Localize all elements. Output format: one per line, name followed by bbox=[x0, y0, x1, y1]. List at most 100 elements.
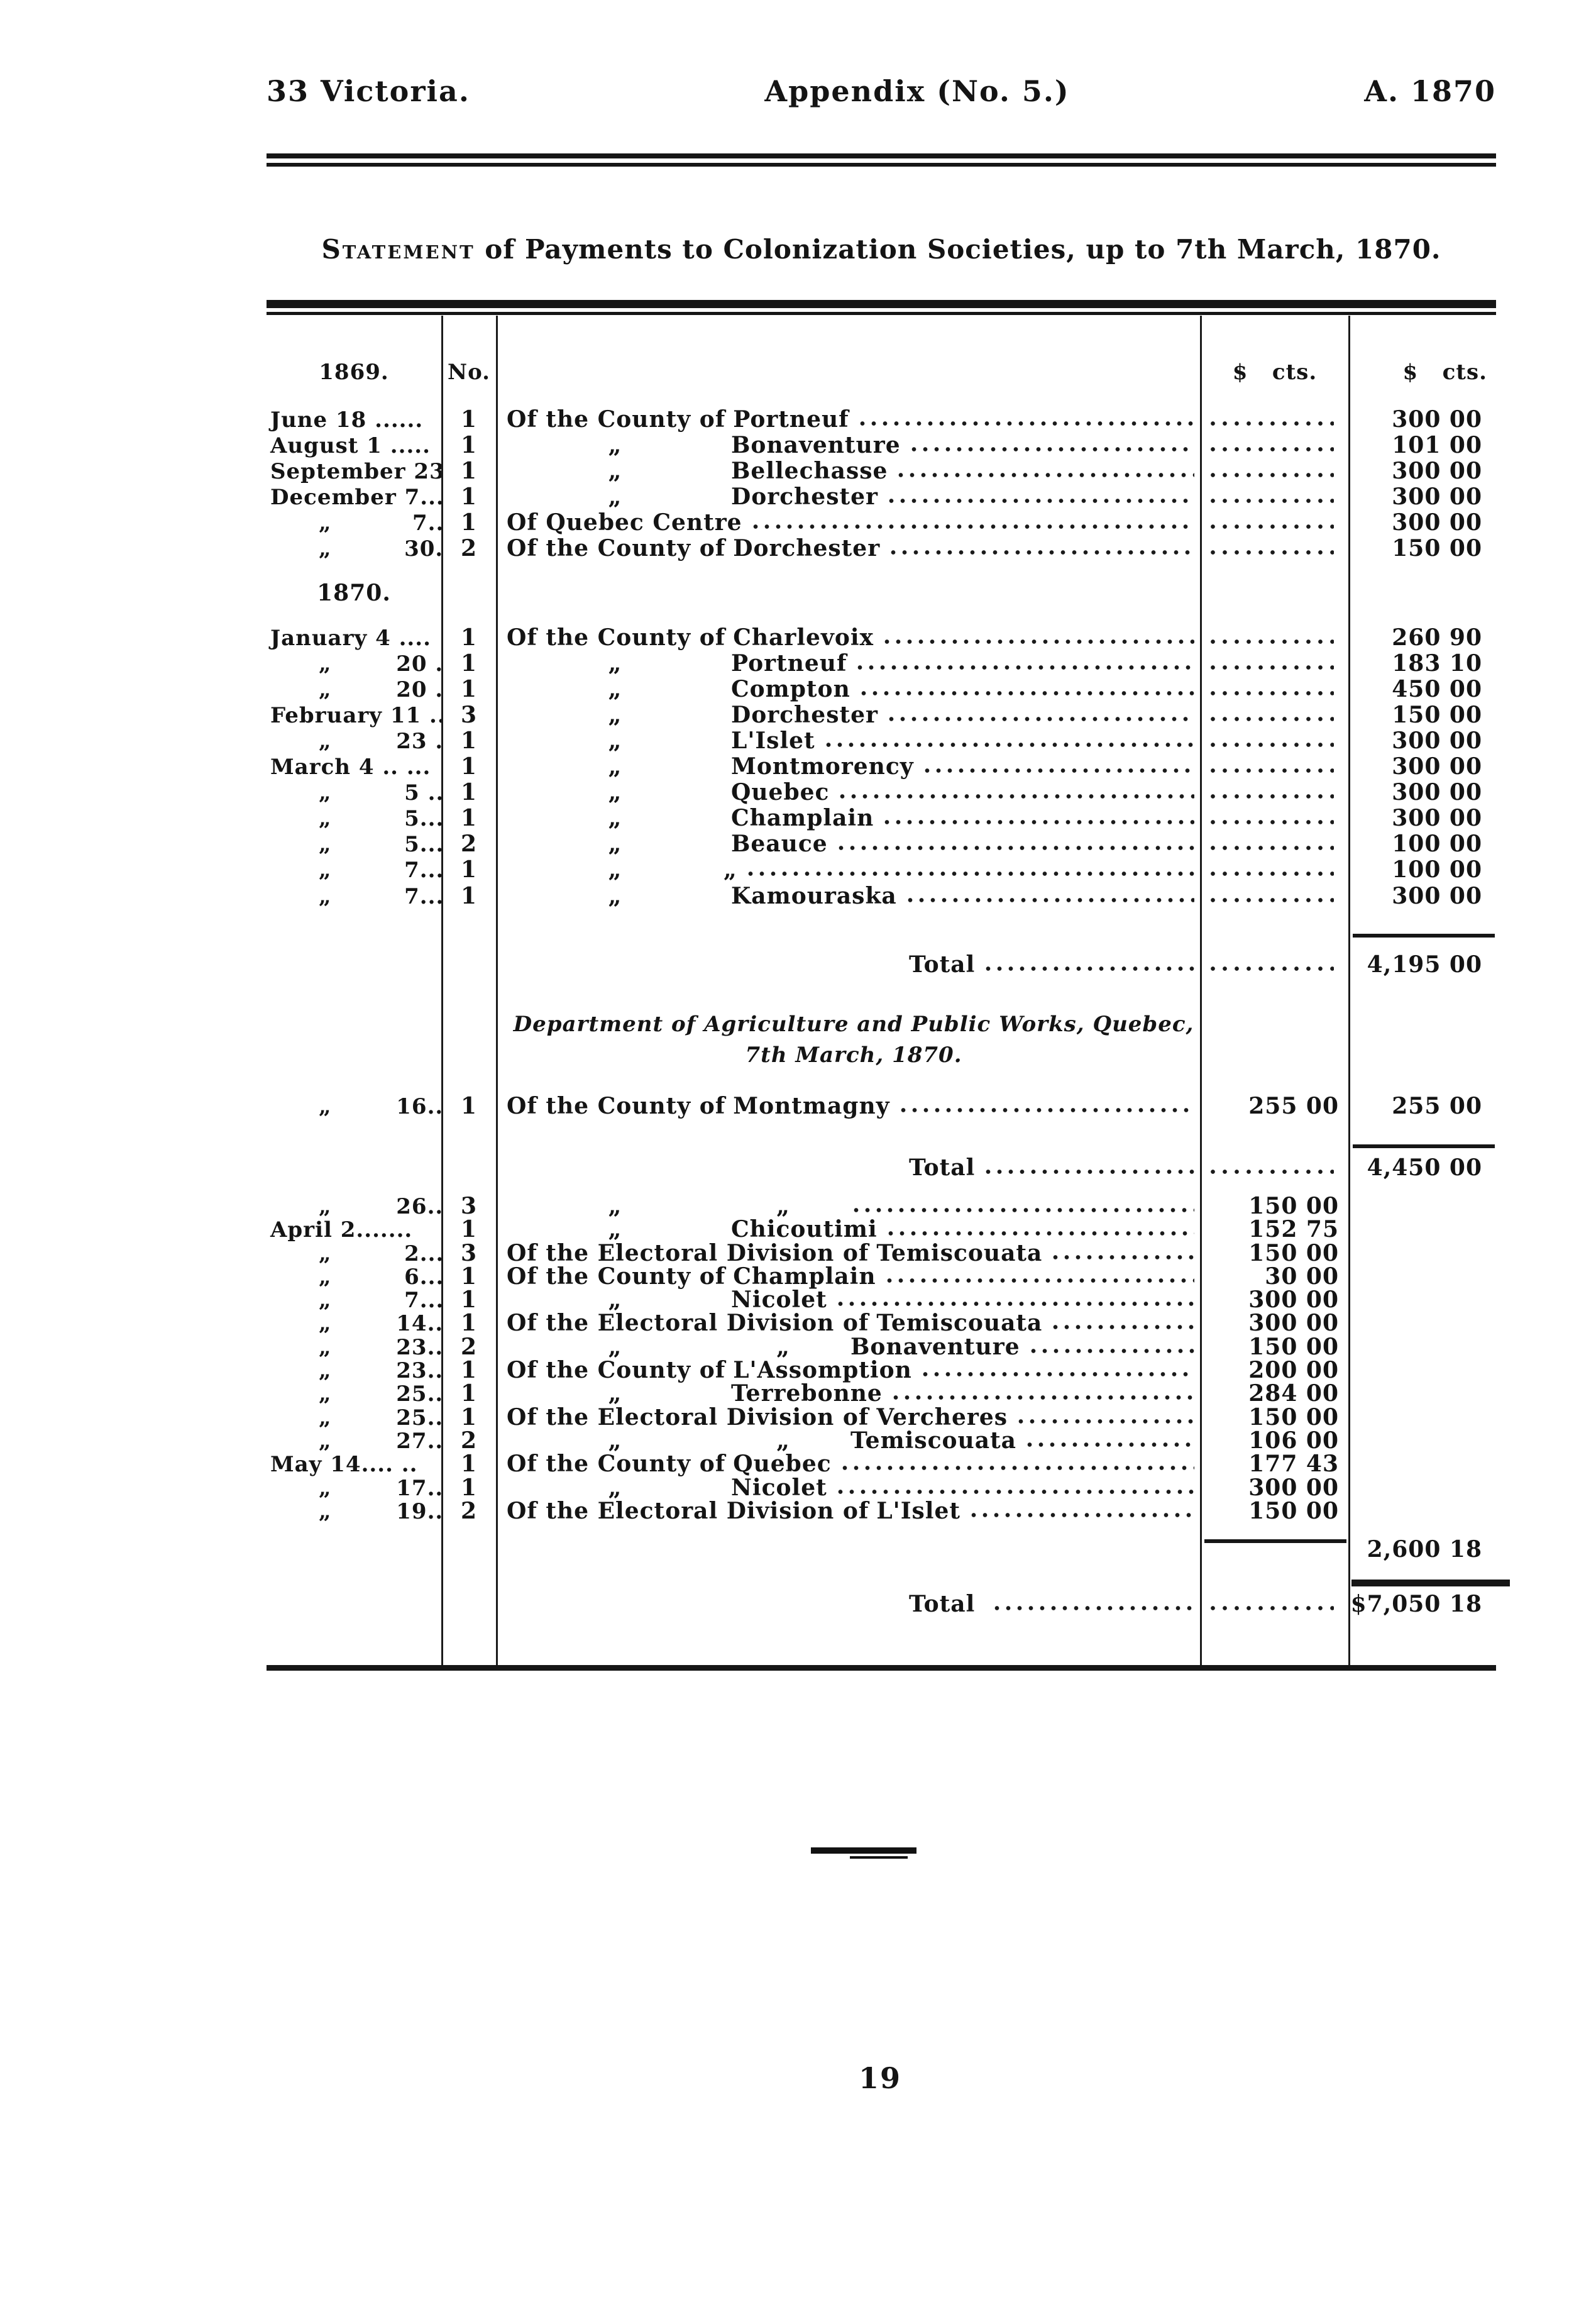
amount-value: 30 00 bbox=[1265, 1263, 1339, 1290]
dotted-leader bbox=[968, 1512, 1194, 1518]
description-cell: Of the Electoral Division of L'Islet bbox=[497, 1498, 1201, 1524]
description-cell: „ Bellechasse bbox=[497, 458, 1201, 484]
amount-cell-first: 200 00 bbox=[1201, 1357, 1349, 1383]
dotted-leader bbox=[884, 1231, 1194, 1236]
description-cell: „ Beauce bbox=[497, 831, 1201, 857]
number-cell: 1 bbox=[460, 650, 478, 677]
date-cell: „ 14....... bbox=[319, 1311, 441, 1336]
amount-cell-total: 300 00 bbox=[1349, 406, 1496, 433]
description-name: Montmorency bbox=[731, 753, 914, 780]
amount-value: 300 00 bbox=[1248, 1475, 1339, 1501]
ditto-mark: „ bbox=[608, 728, 622, 754]
number-cell: 1 bbox=[460, 728, 478, 754]
description-prefix: Of the Electoral Division of bbox=[507, 1498, 869, 1524]
amount-cell-first bbox=[1201, 966, 1349, 978]
description-name: Chicoutimi bbox=[731, 1216, 878, 1242]
description-name: Dorchester bbox=[731, 484, 878, 510]
date-cell: „ 7...... bbox=[319, 858, 441, 883]
ditto-mark: „ bbox=[608, 676, 622, 702]
dotted-leader bbox=[919, 1371, 1194, 1377]
number-cell: 1 bbox=[460, 1093, 478, 1119]
dotted-leader bbox=[881, 819, 1194, 825]
table-row: Total 4,450 00 bbox=[267, 1149, 1496, 1181]
ditto-mark: „ bbox=[608, 753, 622, 780]
ditto-mark: „ bbox=[608, 1216, 622, 1242]
table-row: „ 16...... 1 Of the County of Montmagny 255 … bbox=[267, 1088, 1496, 1119]
amount-cell-first bbox=[1201, 845, 1349, 857]
amount-value: 284 00 bbox=[1248, 1380, 1339, 1407]
dotted-leader bbox=[888, 550, 1194, 555]
number-cell: 1 bbox=[460, 1475, 478, 1501]
description-name: Temiscouata bbox=[876, 1240, 1043, 1266]
amount-cell-first bbox=[1201, 716, 1349, 728]
date-cell: „ 7...... bbox=[319, 884, 441, 909]
description-cell: „ Compton bbox=[497, 676, 1201, 702]
number-cell: 1 bbox=[460, 805, 478, 831]
description-cell: „ „ Temiscouata bbox=[497, 1427, 1201, 1454]
amount-cell-total: 450 00 bbox=[1349, 676, 1496, 702]
dotted-leader bbox=[856, 421, 1194, 426]
dotted-leader bbox=[883, 1278, 1194, 1283]
dotted-leader bbox=[982, 966, 1194, 971]
dotted-leader bbox=[1015, 1419, 1194, 1424]
amount-value: 100 00 bbox=[1392, 831, 1482, 857]
table-row: June 18 ...... 1 Of the County of Portneuf 3… bbox=[267, 401, 1496, 433]
amount-cell-first: 300 00 bbox=[1201, 1475, 1349, 1501]
description-cell: „ „ bbox=[497, 1193, 1201, 1219]
amount-cell-first: 150 00 bbox=[1201, 1498, 1349, 1524]
description-name: Dorchester bbox=[731, 702, 878, 728]
subtotal-rule bbox=[1351, 1580, 1510, 1586]
description-name: Beauce bbox=[731, 831, 828, 857]
table-row: September 23 . 1 „ Bellechasse 300 00 bbox=[267, 453, 1496, 484]
dotted-leader bbox=[1023, 1442, 1194, 1447]
description-name: Temiscouata bbox=[850, 1427, 1016, 1454]
amount-cell-first: 152 75 bbox=[1201, 1216, 1349, 1242]
table-row: „ 23....... 1 Of the County of L'Assomption… bbox=[267, 1352, 1496, 1383]
dotted-placeholder bbox=[1207, 871, 1334, 877]
section-end-dash-thin bbox=[850, 1856, 908, 1859]
amount-cell-total: 4,195 00 bbox=[1349, 951, 1496, 978]
amount-value: 150 00 bbox=[1248, 1404, 1339, 1430]
date-cell: „ 23....... bbox=[319, 1358, 441, 1383]
table-row: May 14.... .. 1 Of the County of Quebec 177 … bbox=[267, 1446, 1496, 1477]
number-cell: 1 bbox=[460, 1287, 478, 1313]
dotted-leader bbox=[904, 897, 1194, 903]
dotted-leader bbox=[897, 1107, 1194, 1113]
date-cell: February 11 .. bbox=[270, 703, 441, 728]
description-name: L'Islet bbox=[876, 1498, 961, 1524]
dotted-leader bbox=[837, 794, 1194, 799]
table-top-rule-thick bbox=[267, 300, 1496, 308]
amount-cell-total: 2,600 18 bbox=[1349, 1536, 1496, 1563]
amount-value: 300 00 bbox=[1392, 406, 1482, 433]
description-prefix: Of the County of bbox=[507, 1263, 726, 1290]
amount-cell-first bbox=[1201, 472, 1349, 484]
amount-cell-first bbox=[1201, 1169, 1349, 1181]
page-title-leadword: Statement bbox=[321, 234, 475, 265]
ditto-mark: „ bbox=[608, 702, 622, 728]
amount-cell-first bbox=[1201, 794, 1349, 805]
amount-cell-total: 300 00 bbox=[1349, 883, 1496, 909]
dotted-leader bbox=[1050, 1254, 1194, 1260]
table-row: „ 19....... 2 Of the Electoral Division of… bbox=[267, 1493, 1496, 1524]
amount-cell-first: 150 00 bbox=[1201, 1334, 1349, 1360]
amount-value: 255 00 bbox=[1392, 1093, 1482, 1119]
amount-value: 4,450 00 bbox=[1367, 1154, 1482, 1181]
dotted-leader bbox=[854, 665, 1194, 670]
table-top-rule-thin bbox=[267, 312, 1496, 315]
ditto-mark: „ bbox=[608, 1287, 622, 1313]
description-cell: Of the County of Charlevoix bbox=[497, 624, 1201, 651]
date-cell: December 7... bbox=[270, 485, 441, 510]
table-row: April 2....... 1 „ Chicoutimi 152 75 bbox=[267, 1211, 1496, 1242]
total-label: Total bbox=[909, 951, 976, 978]
table-row: January 4 .... 1 Of the County of Charlevoi… bbox=[267, 619, 1496, 651]
amount-cell-first: 284 00 bbox=[1201, 1380, 1349, 1407]
date-cell: „ 25....... bbox=[319, 1381, 441, 1407]
dotted-leader bbox=[908, 446, 1194, 452]
date-cell: „ 2....... bbox=[319, 1241, 441, 1266]
description-cell: „ Dorchester bbox=[497, 702, 1201, 728]
amount-cell-first bbox=[1201, 639, 1349, 651]
description-cell: Of the County of Portneuf bbox=[497, 406, 1201, 433]
amount-cell-total: 4,450 00 bbox=[1349, 1154, 1496, 1181]
running-head-left: 33 Victoria. bbox=[267, 74, 470, 108]
ditto-mark: „ bbox=[608, 650, 622, 677]
